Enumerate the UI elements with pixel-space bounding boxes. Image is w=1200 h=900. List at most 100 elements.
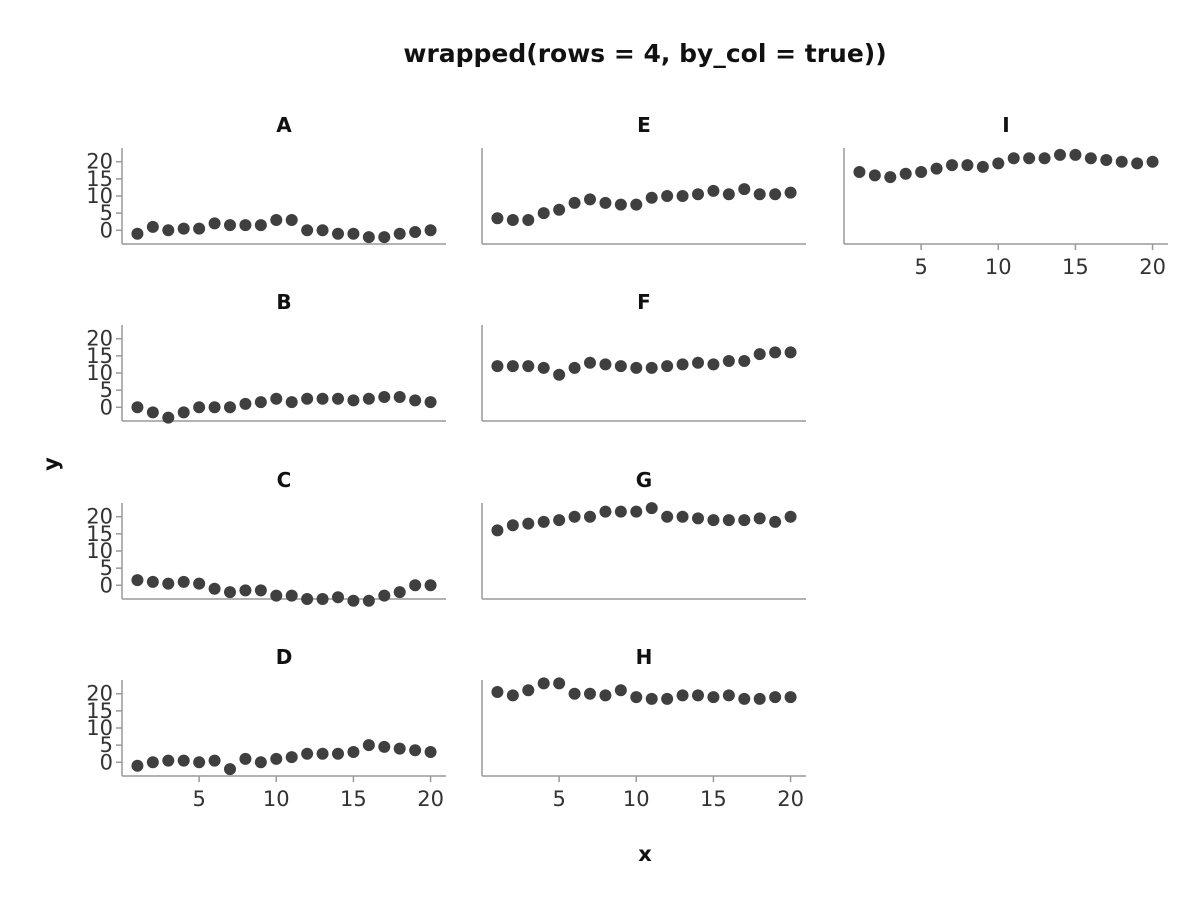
- data-point-h: [722, 689, 735, 702]
- data-point-b: [409, 394, 422, 407]
- data-point-f: [692, 356, 704, 369]
- data-point-a: [162, 224, 175, 237]
- panel-i: I 5 10 15 20: [843, 113, 1168, 279]
- data-point-e: [537, 207, 550, 220]
- data-point-b: [316, 392, 329, 405]
- data-point-b: [347, 394, 360, 407]
- panel-g: G: [481, 468, 806, 600]
- data-point-e: [584, 193, 596, 206]
- data-point-e: [553, 203, 566, 216]
- panel-title-f: F: [637, 290, 651, 314]
- data-point-d: [424, 746, 437, 758]
- data-point-d: [409, 744, 422, 757]
- data-point-b: [285, 396, 298, 409]
- data-point-h: [692, 689, 704, 702]
- x-axis-title: x: [638, 842, 652, 866]
- y-tick-label: 10: [86, 184, 113, 208]
- data-point-c: [424, 579, 437, 592]
- data-point-i: [899, 167, 912, 180]
- data-point-f: [784, 346, 797, 359]
- data-point-c: [301, 593, 314, 605]
- data-point-d: [131, 759, 144, 772]
- y-tick-label: 15: [86, 522, 113, 546]
- data-point-c: [270, 589, 283, 602]
- data-point-g: [630, 505, 643, 518]
- data-point-f: [630, 361, 643, 374]
- data-point-i: [961, 159, 974, 172]
- panel-e: E: [481, 113, 806, 245]
- data-point-b: [131, 401, 144, 414]
- x-tick-label: 15: [1062, 255, 1089, 279]
- data-point-i: [1084, 152, 1097, 165]
- data-point-g: [661, 510, 674, 523]
- data-point-a: [347, 227, 360, 240]
- y-tick-label: 15: [86, 344, 113, 368]
- data-point-i: [946, 159, 958, 172]
- data-point-e: [522, 214, 535, 226]
- data-point-a: [177, 222, 190, 235]
- data-point-d: [146, 756, 159, 769]
- data-point-a: [285, 214, 298, 226]
- data-point-e: [661, 190, 674, 202]
- data-point-b: [301, 392, 314, 405]
- data-point-a: [409, 226, 422, 238]
- panel-title-h: H: [636, 645, 653, 669]
- y-tick-label: 0: [100, 218, 113, 242]
- data-point-g: [522, 517, 535, 530]
- data-point-h: [614, 684, 627, 697]
- data-point-e: [599, 196, 612, 209]
- data-point-f: [614, 360, 627, 373]
- data-point-g: [568, 510, 581, 523]
- data-point-a: [270, 214, 283, 226]
- y-tick-label: 5: [100, 378, 113, 402]
- data-point-d: [177, 754, 190, 767]
- data-point-d: [301, 747, 314, 760]
- data-point-h: [553, 677, 566, 690]
- data-point-i: [1007, 152, 1020, 165]
- data-point-a: [424, 224, 437, 237]
- data-point-c: [224, 586, 236, 599]
- data-point-d: [270, 752, 283, 765]
- x-tick-label: 20: [777, 787, 804, 811]
- data-point-f: [522, 360, 535, 373]
- data-point-d: [332, 747, 344, 760]
- data-point-b: [332, 392, 344, 405]
- y-tick-label: 10: [86, 361, 113, 385]
- data-point-a: [224, 219, 236, 232]
- data-point-a: [208, 217, 221, 230]
- data-point-a: [193, 222, 206, 235]
- data-point-f: [753, 348, 766, 361]
- data-point-a: [301, 224, 314, 237]
- data-point-e: [753, 188, 766, 201]
- panel-title-b: B: [276, 290, 291, 314]
- data-point-b: [378, 391, 391, 403]
- panel-title-e: E: [637, 113, 651, 137]
- data-point-f: [537, 361, 550, 374]
- x-tick-label: 10: [985, 255, 1012, 279]
- data-point-f: [506, 360, 519, 373]
- data-point-d: [362, 739, 375, 752]
- data-point-i: [1023, 152, 1036, 165]
- y-tick-label: 10: [86, 539, 113, 563]
- data-point-g: [645, 502, 658, 515]
- data-point-h: [753, 692, 766, 705]
- data-point-c: [208, 582, 221, 595]
- data-point-h: [661, 692, 674, 705]
- data-point-i: [853, 166, 866, 178]
- data-point-h: [506, 689, 519, 702]
- data-point-c: [285, 589, 298, 602]
- data-point-a: [146, 220, 159, 233]
- y-tick-label: 5: [100, 733, 113, 757]
- data-point-e: [506, 214, 519, 226]
- data-point-f: [491, 360, 504, 373]
- chart-title: wrapped(rows = 4, by_col = true)): [403, 39, 886, 68]
- data-point-c: [162, 577, 175, 590]
- data-point-a: [239, 219, 252, 232]
- y-tick-label: 5: [100, 201, 113, 225]
- data-point-a: [131, 227, 144, 240]
- panel-title-i: I: [1002, 113, 1009, 137]
- data-point-b: [239, 397, 252, 410]
